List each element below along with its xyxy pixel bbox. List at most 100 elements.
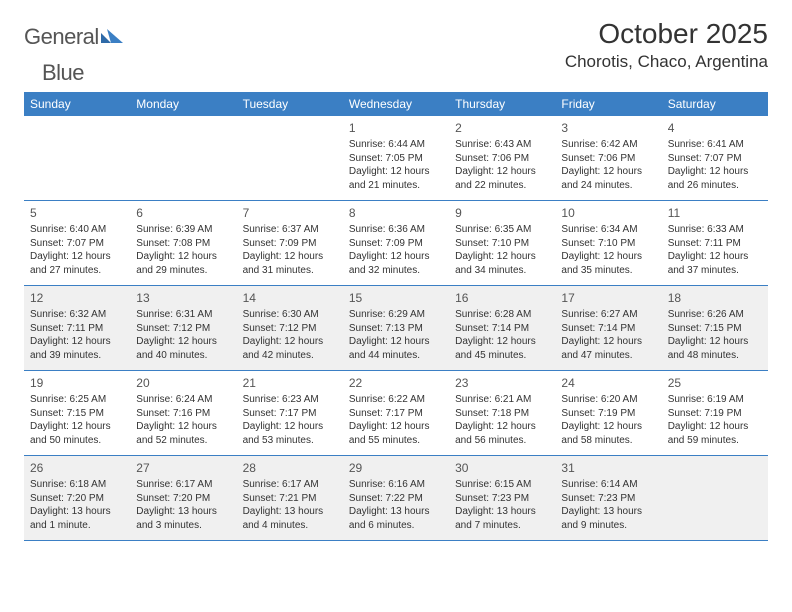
sunrise-text: Sunrise: 6:41 AM <box>668 138 762 152</box>
day-cell: 8Sunrise: 6:36 AMSunset: 7:09 PMDaylight… <box>343 201 449 285</box>
sunset-text: Sunset: 7:23 PM <box>455 492 549 506</box>
day-cell: 24Sunrise: 6:20 AMSunset: 7:19 PMDayligh… <box>555 371 661 455</box>
daylight-text: Daylight: 13 hours and 4 minutes. <box>243 505 337 532</box>
daylight-text: Daylight: 12 hours and 50 minutes. <box>30 420 124 447</box>
sunrise-text: Sunrise: 6:28 AM <box>455 308 549 322</box>
daylight-text: Daylight: 12 hours and 40 minutes. <box>136 335 230 362</box>
day-number: 23 <box>455 375 549 391</box>
day-cell: 26Sunrise: 6:18 AMSunset: 7:20 PMDayligh… <box>24 456 130 540</box>
sunrise-text: Sunrise: 6:17 AM <box>136 478 230 492</box>
day-number: 2 <box>455 120 549 136</box>
day-number: 27 <box>136 460 230 476</box>
sunset-text: Sunset: 7:12 PM <box>136 322 230 336</box>
daylight-text: Daylight: 12 hours and 34 minutes. <box>455 250 549 277</box>
day-number: 1 <box>349 120 443 136</box>
dow-tuesday: Tuesday <box>237 92 343 116</box>
week-row: 1Sunrise: 6:44 AMSunset: 7:05 PMDaylight… <box>24 116 768 201</box>
day-cell: 6Sunrise: 6:39 AMSunset: 7:08 PMDaylight… <box>130 201 236 285</box>
day-cell: 2Sunrise: 6:43 AMSunset: 7:06 PMDaylight… <box>449 116 555 200</box>
sunset-text: Sunset: 7:17 PM <box>349 407 443 421</box>
daylight-text: Daylight: 12 hours and 27 minutes. <box>30 250 124 277</box>
day-cell: 5Sunrise: 6:40 AMSunset: 7:07 PMDaylight… <box>24 201 130 285</box>
sunset-text: Sunset: 7:21 PM <box>243 492 337 506</box>
day-number: 28 <box>243 460 337 476</box>
day-number: 18 <box>668 290 762 306</box>
sunset-text: Sunset: 7:17 PM <box>243 407 337 421</box>
daylight-text: Daylight: 12 hours and 29 minutes. <box>136 250 230 277</box>
dow-monday: Monday <box>130 92 236 116</box>
sunset-text: Sunset: 7:08 PM <box>136 237 230 251</box>
logo-mark-icon <box>101 27 123 48</box>
day-empty <box>130 116 236 200</box>
sunrise-text: Sunrise: 6:14 AM <box>561 478 655 492</box>
sunrise-text: Sunrise: 6:25 AM <box>30 393 124 407</box>
daylight-text: Daylight: 13 hours and 3 minutes. <box>136 505 230 532</box>
day-number: 3 <box>561 120 655 136</box>
sunset-text: Sunset: 7:15 PM <box>30 407 124 421</box>
day-cell: 15Sunrise: 6:29 AMSunset: 7:13 PMDayligh… <box>343 286 449 370</box>
weeks: 1Sunrise: 6:44 AMSunset: 7:05 PMDaylight… <box>24 116 768 541</box>
day-cell: 14Sunrise: 6:30 AMSunset: 7:12 PMDayligh… <box>237 286 343 370</box>
logo-word1: General <box>24 24 99 50</box>
day-number: 16 <box>455 290 549 306</box>
day-number: 4 <box>668 120 762 136</box>
dow-thursday: Thursday <box>449 92 555 116</box>
daylight-text: Daylight: 12 hours and 53 minutes. <box>243 420 337 447</box>
daylight-text: Daylight: 12 hours and 59 minutes. <box>668 420 762 447</box>
day-number: 26 <box>30 460 124 476</box>
day-number: 9 <box>455 205 549 221</box>
sunrise-text: Sunrise: 6:26 AM <box>668 308 762 322</box>
day-cell: 27 Sunrise: 6:17 AMSunset: 7:20 PMDayligh… <box>130 456 236 540</box>
sunset-text: Sunset: 7:20 PM <box>136 492 230 506</box>
day-cell: 19Sunrise: 6:25 AMSunset: 7:15 PMDayligh… <box>24 371 130 455</box>
day-number: 25 <box>668 375 762 391</box>
daylight-text: Daylight: 12 hours and 44 minutes. <box>349 335 443 362</box>
sunrise-text: Sunrise: 6:17 AM <box>243 478 337 492</box>
dow-sunday: Sunday <box>24 92 130 116</box>
day-cell: 1Sunrise: 6:44 AMSunset: 7:05 PMDaylight… <box>343 116 449 200</box>
daylight-text: Daylight: 12 hours and 55 minutes. <box>349 420 443 447</box>
day-cell: 12Sunrise: 6:32 AMSunset: 7:11 PMDayligh… <box>24 286 130 370</box>
day-cell: 4 Sunrise: 6:41 AMSunset: 7:07 PMDaylight… <box>662 116 768 200</box>
day-cell: 10Sunrise: 6:34 AMSunset: 7:10 PMDayligh… <box>555 201 661 285</box>
daylight-text: Daylight: 13 hours and 1 minute. <box>30 505 124 532</box>
sunrise-text: Sunrise: 6:27 AM <box>561 308 655 322</box>
daylight-text: Daylight: 12 hours and 52 minutes. <box>136 420 230 447</box>
day-cell: 20Sunrise: 6:24 AMSunset: 7:16 PMDayligh… <box>130 371 236 455</box>
daylight-text: Daylight: 12 hours and 21 minutes. <box>349 165 443 192</box>
sunset-text: Sunset: 7:19 PM <box>668 407 762 421</box>
day-cell: 17Sunrise: 6:27 AMSunset: 7:14 PMDayligh… <box>555 286 661 370</box>
sunrise-text: Sunrise: 6:20 AM <box>561 393 655 407</box>
sunrise-text: Sunrise: 6:22 AM <box>349 393 443 407</box>
week-row: 12Sunrise: 6:32 AMSunset: 7:11 PMDayligh… <box>24 286 768 371</box>
daylight-text: Daylight: 13 hours and 9 minutes. <box>561 505 655 532</box>
day-number: 15 <box>349 290 443 306</box>
sunset-text: Sunset: 7:15 PM <box>668 322 762 336</box>
day-cell: 11Sunrise: 6:33 AMSunset: 7:11 PMDayligh… <box>662 201 768 285</box>
day-number: 24 <box>561 375 655 391</box>
day-empty <box>662 456 768 540</box>
day-number: 30 <box>455 460 549 476</box>
sunset-text: Sunset: 7:07 PM <box>668 152 762 166</box>
day-cell: 25Sunrise: 6:19 AMSunset: 7:19 PMDayligh… <box>662 371 768 455</box>
day-cell: 21Sunrise: 6:23 AMSunset: 7:17 PMDayligh… <box>237 371 343 455</box>
title-block: October 2025 Chorotis, Chaco, Argentina <box>565 18 768 72</box>
logo-word2: Blue <box>42 60 84 86</box>
sunrise-text: Sunrise: 6:23 AM <box>243 393 337 407</box>
sunrise-text: Sunrise: 6:21 AM <box>455 393 549 407</box>
daylight-text: Daylight: 12 hours and 39 minutes. <box>30 335 124 362</box>
daylight-text: Daylight: 12 hours and 58 minutes. <box>561 420 655 447</box>
day-empty <box>24 116 130 200</box>
day-cell: 23Sunrise: 6:21 AMSunset: 7:18 PMDayligh… <box>449 371 555 455</box>
sunrise-text: Sunrise: 6:16 AM <box>349 478 443 492</box>
sunset-text: Sunset: 7:14 PM <box>455 322 549 336</box>
sunset-text: Sunset: 7:07 PM <box>30 237 124 251</box>
daylight-text: Daylight: 12 hours and 24 minutes. <box>561 165 655 192</box>
daylight-text: Daylight: 12 hours and 35 minutes. <box>561 250 655 277</box>
daylight-text: Daylight: 12 hours and 26 minutes. <box>668 165 762 192</box>
daylight-text: Daylight: 12 hours and 56 minutes. <box>455 420 549 447</box>
sunrise-text: Sunrise: 6:34 AM <box>561 223 655 237</box>
sunrise-text: Sunrise: 6:24 AM <box>136 393 230 407</box>
location: Chorotis, Chaco, Argentina <box>565 52 768 72</box>
dow-saturday: Saturday <box>662 92 768 116</box>
